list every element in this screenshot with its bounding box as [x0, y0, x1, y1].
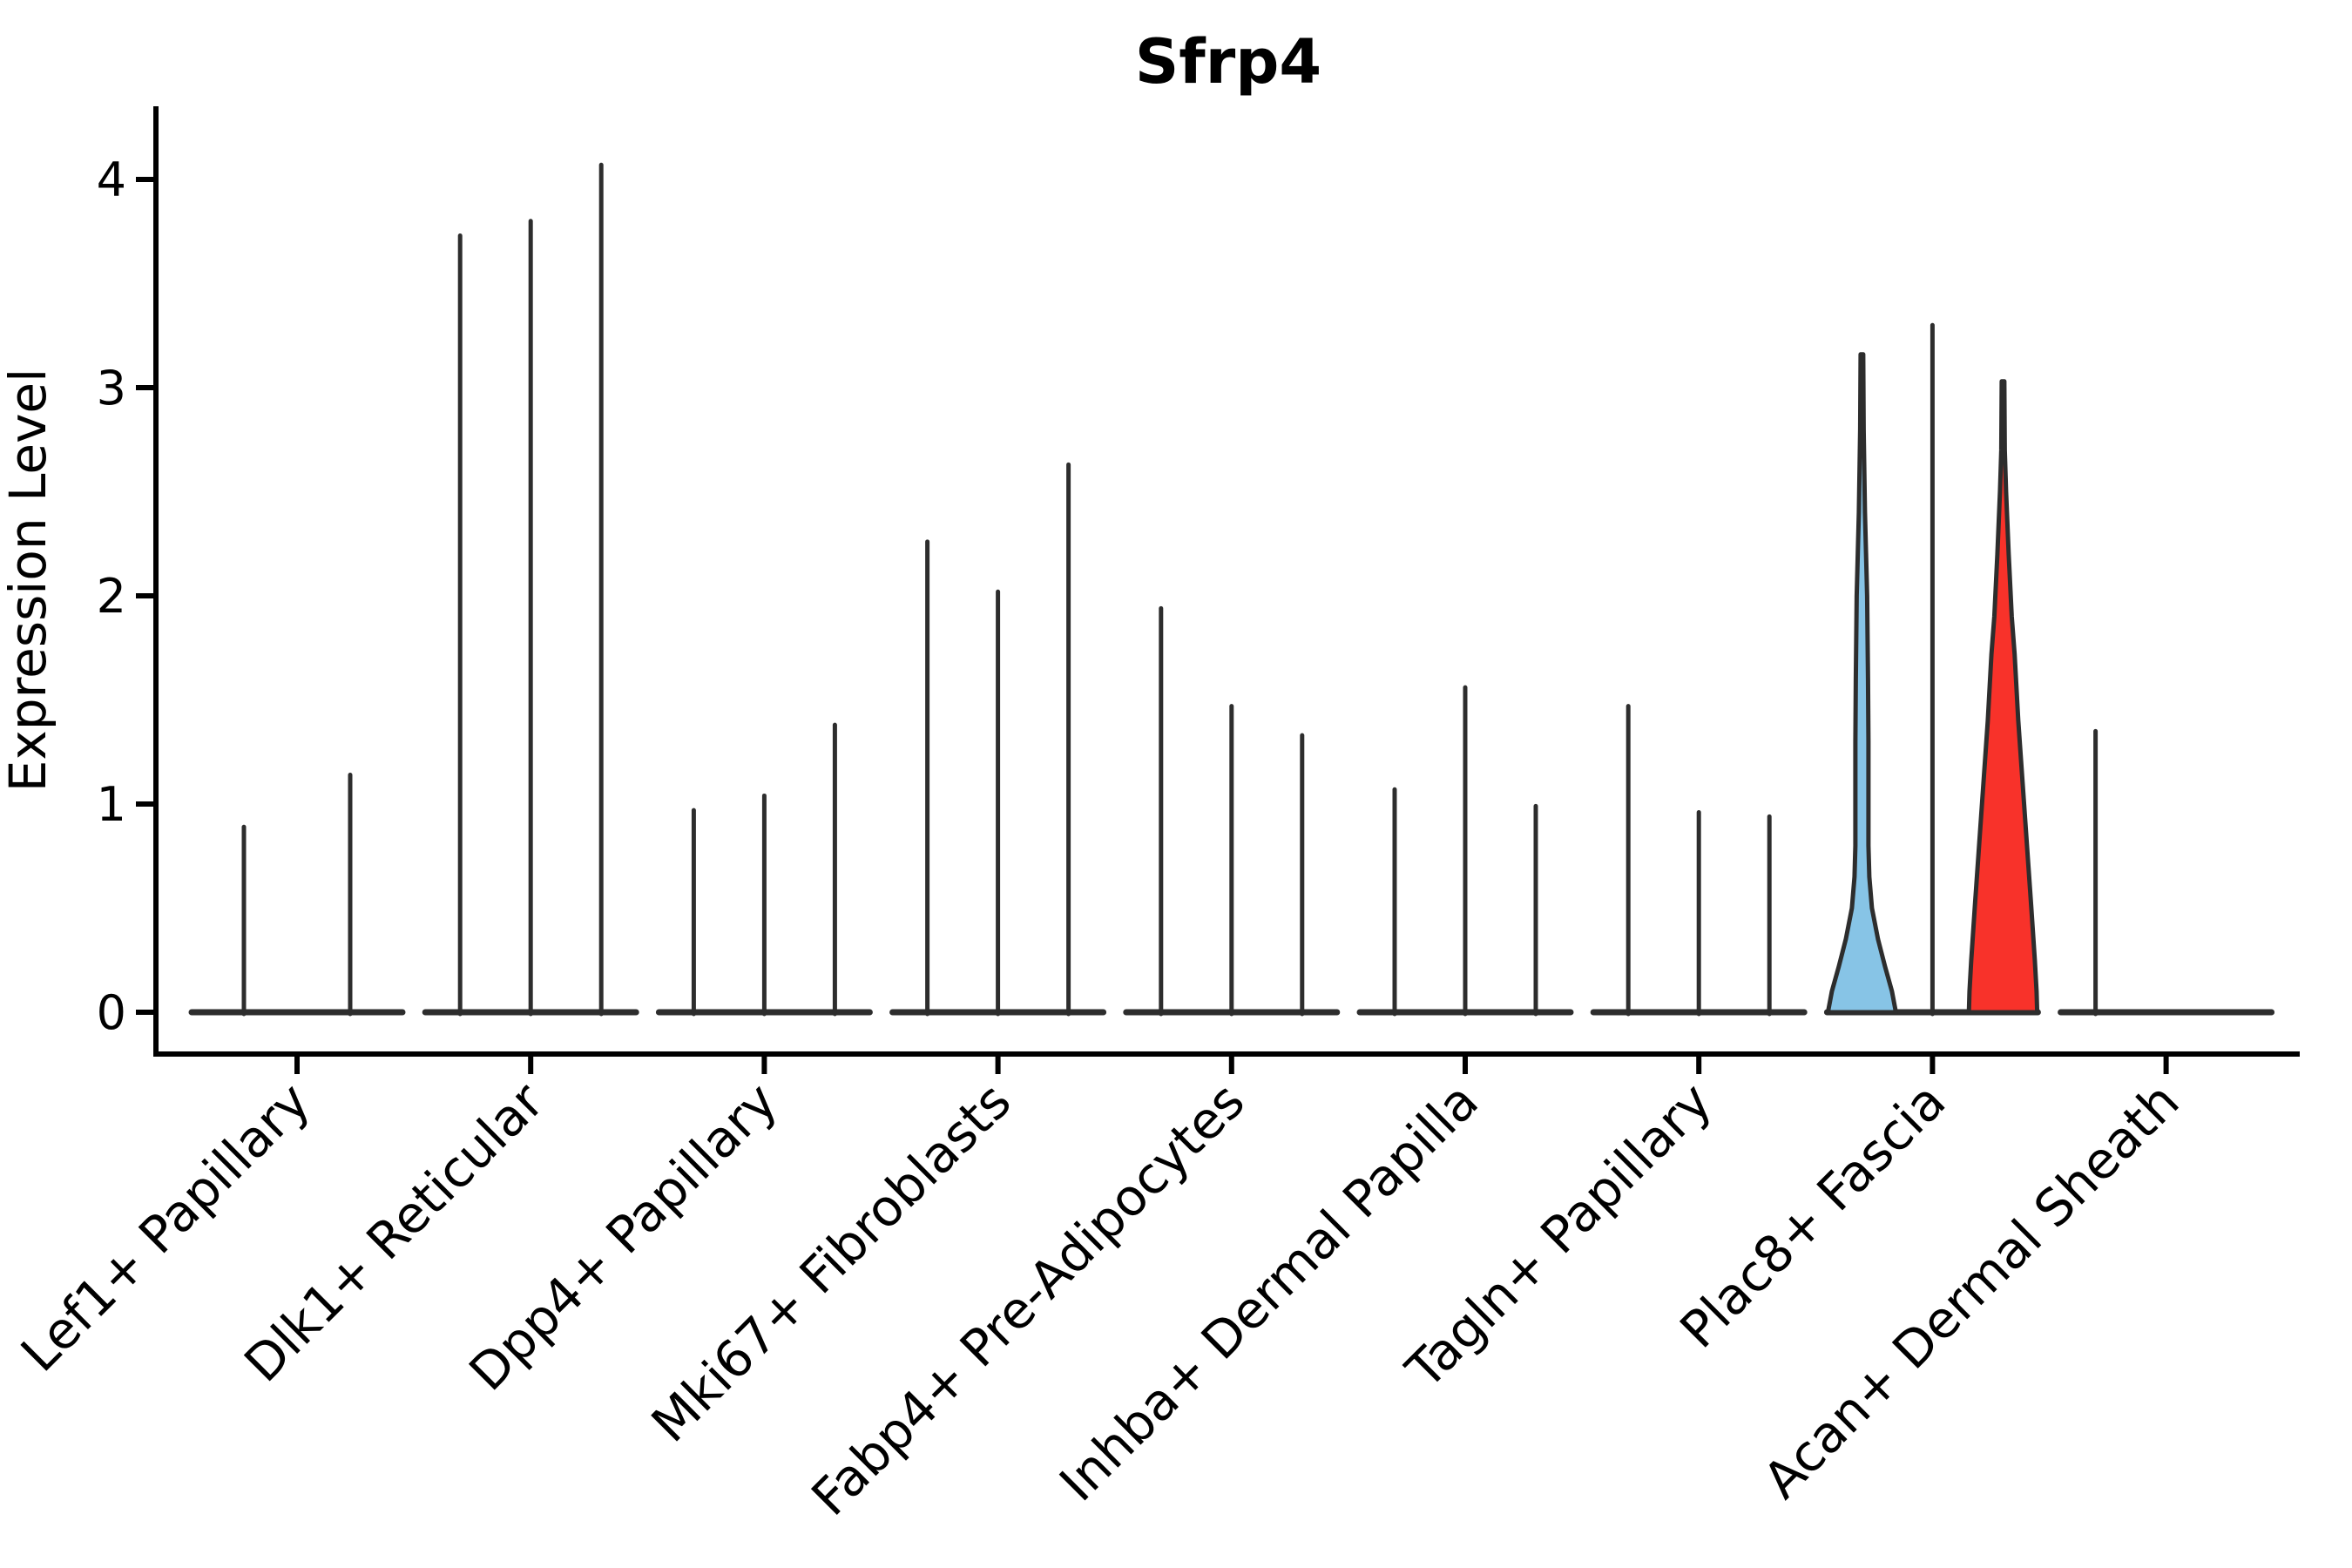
- y-tick-label: 1: [97, 777, 126, 832]
- x-tick-label: Acan+ Dermal Sheath: [1752, 1071, 2190, 1510]
- y-tick-label: 2: [97, 569, 126, 624]
- y-axis-label: Expression Level: [0, 368, 57, 792]
- chart-title: Sfrp4: [1135, 26, 1321, 98]
- y-tick-label: 3: [97, 361, 126, 416]
- violin-blue: [1825, 352, 1898, 1015]
- violin-red: [1966, 379, 2040, 1015]
- y-tick-label: 0: [97, 985, 126, 1040]
- x-tick-label: Fabp4+ Pre-Adipocytes: [801, 1071, 1256, 1527]
- y-tick-label: 4: [97, 152, 126, 207]
- x-tick-label: Inhba+ Dermal Papilla: [1048, 1071, 1490, 1513]
